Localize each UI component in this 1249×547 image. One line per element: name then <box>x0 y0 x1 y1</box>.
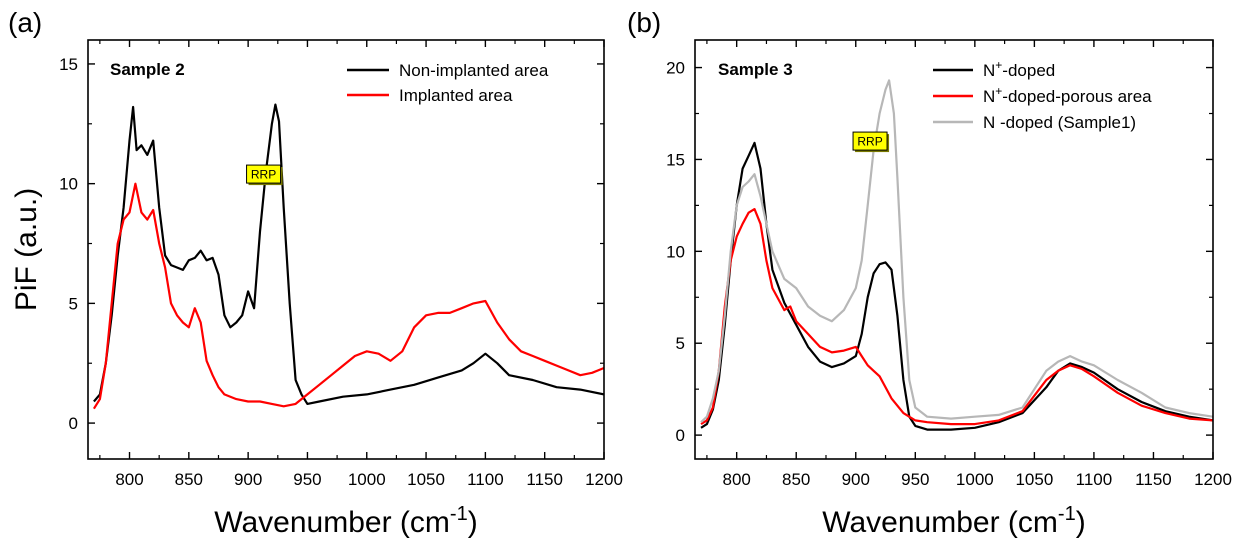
legend-label: Implanted area <box>399 86 513 105</box>
rrp-label: RRP <box>857 135 882 149</box>
y-tick-label: 15 <box>59 55 78 74</box>
y-tick-label: 5 <box>69 294 78 313</box>
panel-label: (a) <box>8 7 42 38</box>
y-tick-label: 20 <box>666 59 685 78</box>
x-tick-label: 850 <box>782 470 810 489</box>
y-tick-label: 10 <box>666 242 685 261</box>
rrp-box <box>246 164 282 184</box>
legend-label: N -doped (Sample1) <box>983 113 1136 132</box>
legend-label: N+-doped <box>983 58 1055 80</box>
sample-label: Sample 3 <box>718 60 793 79</box>
x-tick-label: 900 <box>234 470 262 489</box>
x-tick-label: 850 <box>175 470 203 489</box>
x-tick-label: 800 <box>722 470 750 489</box>
series-line-1 <box>700 141 1213 431</box>
plot-frame <box>87 39 605 460</box>
x-tick-label: 1100 <box>467 470 504 489</box>
y-tick-label: 10 <box>59 175 78 194</box>
plot-frame <box>694 39 1214 460</box>
panel-a: 800 850 900 950 1000 1050 1100 1150 1200 0 5 10 15 (a… <box>8 7 623 539</box>
x-axis-title: Wavenumber (cm-1) <box>822 503 1085 539</box>
legend-label: Non-implanted area <box>399 61 549 80</box>
x-tick-label: 1200 <box>1194 470 1232 489</box>
x-tick-label: 800 <box>115 470 143 489</box>
x-tick-label: 1150 <box>1135 470 1172 489</box>
x-tick-label: 1000 <box>956 470 994 489</box>
series-line-1 <box>93 103 604 405</box>
y-tick-label: 0 <box>676 426 685 445</box>
x-tick-label: 1150 <box>526 470 563 489</box>
x-axis-title: Wavenumber (cm-1) <box>214 503 477 539</box>
x-tick-label: 1050 <box>407 470 445 489</box>
x-tick-label: 950 <box>293 470 321 489</box>
series-line-2 <box>92 182 604 410</box>
x-tick-label: 900 <box>842 470 870 489</box>
y-tick-label: 15 <box>666 150 685 169</box>
x-tick-label: 950 <box>901 470 929 489</box>
x-tick-label: 1200 <box>585 470 623 489</box>
y-tick-label: 5 <box>676 334 685 353</box>
rrp-box <box>852 131 888 151</box>
x-tick-label: 1050 <box>1015 470 1053 489</box>
y-tick-label: 0 <box>69 414 78 433</box>
rrp-label: RRP <box>251 168 276 182</box>
panel-label: (b) <box>627 7 661 38</box>
panel-b: 800 850 900 950 1000 1050 1100 1150 1200 0 5 10 15 20… <box>627 7 1232 539</box>
sample-label: Sample 2 <box>110 60 185 79</box>
x-tick-label: 1000 <box>348 470 386 489</box>
legend-label: N+-doped-porous area <box>983 84 1152 106</box>
series-line-2 <box>700 208 1213 426</box>
x-tick-label: 1100 <box>1076 470 1113 489</box>
y-axis-title: PiF (a.u.) <box>10 188 43 311</box>
series-line-3 <box>700 79 1213 424</box>
